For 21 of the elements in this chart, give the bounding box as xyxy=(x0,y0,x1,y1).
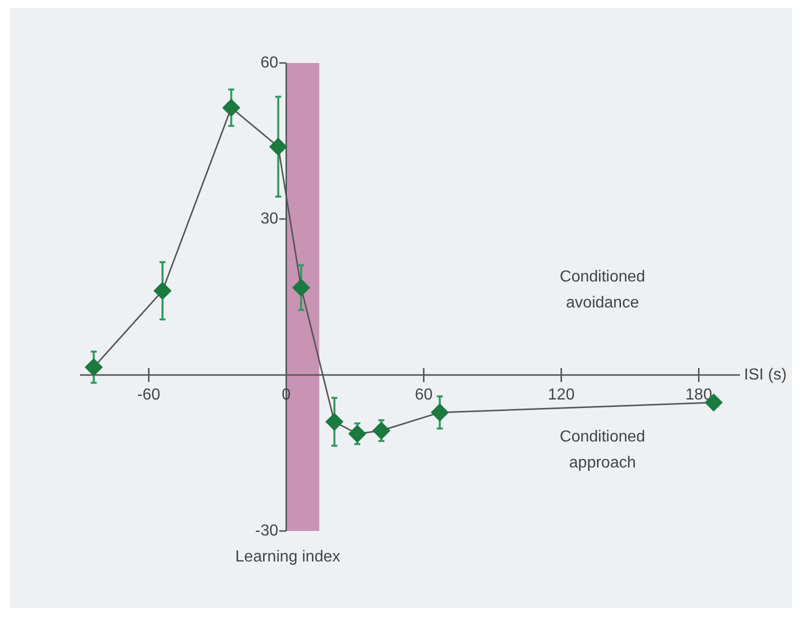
point xyxy=(372,422,390,440)
point xyxy=(326,413,344,431)
y-tick-label: -30 xyxy=(255,522,278,540)
x-tick-label: 60 xyxy=(414,386,433,404)
annotation: Conditioned avoidance xyxy=(560,268,646,312)
x-axis-title: ISI (s) xyxy=(744,366,787,384)
point xyxy=(292,278,310,296)
point xyxy=(431,404,449,422)
point xyxy=(222,98,240,116)
x-tick-label: 120 xyxy=(548,386,575,404)
point xyxy=(154,282,172,300)
band-label: Learning index xyxy=(235,548,340,566)
point xyxy=(348,425,366,443)
y-tick-label: 30 xyxy=(260,210,278,228)
point xyxy=(269,138,287,156)
x-tick-label: -60 xyxy=(137,386,160,404)
annotation: Conditioned approach xyxy=(560,428,646,472)
point xyxy=(85,358,102,376)
y-tick-label: 60 xyxy=(260,54,278,72)
x-tick-label: 0 xyxy=(282,386,291,404)
x-tick-label: 180 xyxy=(685,386,712,404)
